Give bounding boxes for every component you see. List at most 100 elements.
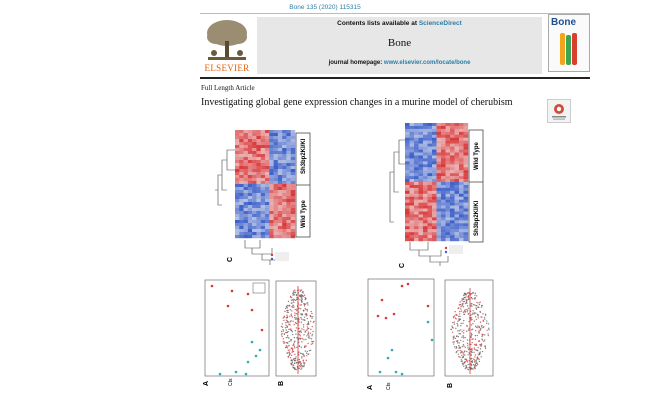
journal-citation[interactable]: Bone 135 (2020) 115315 bbox=[289, 4, 361, 11]
heatmap-cell bbox=[414, 176, 419, 180]
heatmap-cell bbox=[256, 226, 261, 230]
heatmap-cell bbox=[290, 211, 296, 215]
heatmap-cell bbox=[239, 175, 244, 179]
heatmap-cell bbox=[235, 163, 240, 167]
ma-point bbox=[463, 319, 465, 322]
ma-point bbox=[293, 343, 295, 345]
heatmap-cell bbox=[405, 211, 410, 215]
heatmap-cell bbox=[256, 196, 261, 200]
ma-point bbox=[304, 296, 306, 299]
heatmap-cell bbox=[256, 220, 261, 224]
heatmap-cell bbox=[260, 151, 266, 155]
heatmap-cell bbox=[441, 226, 446, 230]
heatmap-cell bbox=[441, 149, 446, 153]
sciencedirect-link[interactable]: ScienceDirect bbox=[418, 20, 462, 27]
heatmap-cell bbox=[441, 193, 446, 197]
heatmap-cell bbox=[432, 164, 437, 168]
ma-point bbox=[293, 345, 296, 348]
heatmap-cell bbox=[459, 140, 464, 144]
heatmap-cell bbox=[427, 187, 433, 192]
heatmap-cell bbox=[441, 223, 446, 227]
heatmap-cell bbox=[269, 181, 274, 185]
check-for-updates-button[interactable] bbox=[547, 99, 571, 123]
ma-point bbox=[457, 335, 459, 338]
ma-point bbox=[476, 362, 478, 364]
heatmap-cell bbox=[432, 220, 437, 224]
heatmap-cell bbox=[441, 137, 446, 141]
ma-point bbox=[300, 316, 302, 319]
heatmap-cell bbox=[273, 235, 279, 239]
heatmap-cell bbox=[418, 173, 424, 177]
heatmap-cell bbox=[441, 167, 446, 171]
ma-point bbox=[294, 316, 296, 319]
heatmap-cell bbox=[414, 214, 419, 218]
heatmap-cell bbox=[432, 187, 437, 192]
ma-point bbox=[285, 324, 287, 326]
ma-point bbox=[300, 331, 303, 334]
heatmap-cell bbox=[282, 226, 287, 230]
heatmap-cell bbox=[463, 158, 469, 162]
ma-point bbox=[462, 340, 464, 343]
homepage-link[interactable]: www.elsevier.com/locate/bone bbox=[383, 60, 471, 66]
heatmap-cell bbox=[427, 217, 433, 221]
heatmap-cell bbox=[450, 217, 455, 221]
heatmap-cell bbox=[235, 232, 240, 236]
ma-point bbox=[301, 328, 303, 330]
heatmap-cell bbox=[239, 169, 244, 173]
heatmap-cell bbox=[418, 143, 424, 147]
ma-point bbox=[286, 352, 289, 354]
heatmap-cell bbox=[260, 133, 266, 137]
ma-point bbox=[294, 291, 297, 294]
heatmap-cell bbox=[409, 170, 415, 174]
heatmap-cell bbox=[277, 172, 283, 176]
panel-letter-b-right: B bbox=[447, 383, 454, 388]
heatmap-cell bbox=[282, 160, 287, 164]
heatmap-cell bbox=[247, 205, 253, 209]
heatmap-cell bbox=[235, 133, 240, 137]
ma-point bbox=[487, 333, 489, 335]
scatter-point bbox=[258, 348, 262, 352]
journal-cover[interactable]: Bone bbox=[548, 14, 590, 72]
scatter-plot-left bbox=[204, 279, 270, 377]
heatmap-cell bbox=[463, 134, 469, 138]
heatmap-cell bbox=[445, 196, 451, 200]
heatmap-cell bbox=[463, 232, 469, 236]
ma-point bbox=[293, 358, 295, 361]
heatmap-cell bbox=[286, 187, 291, 191]
heatmap-cell bbox=[405, 164, 410, 168]
ma-point bbox=[286, 314, 288, 316]
heatmap-cell bbox=[463, 223, 469, 227]
ma-point bbox=[486, 329, 488, 331]
ma-point bbox=[295, 362, 298, 364]
heatmap-left-legend bbox=[270, 252, 289, 261]
heatmap-cell bbox=[450, 214, 455, 218]
heatmap-cell bbox=[252, 223, 257, 227]
ma-point bbox=[456, 314, 458, 316]
heatmap-cell bbox=[235, 139, 240, 143]
heatmap-cell bbox=[432, 232, 437, 236]
heatmap-cell bbox=[235, 148, 240, 152]
ma-point bbox=[303, 309, 305, 312]
heatmap-cell bbox=[252, 217, 257, 221]
heatmap-right-labels: Wild Type Sh3bp2KI/KI bbox=[468, 129, 484, 243]
heatmap-cell bbox=[427, 137, 433, 141]
heatmap-cell bbox=[243, 163, 249, 167]
heatmap-cell bbox=[432, 143, 437, 147]
heatmap-cell bbox=[265, 229, 270, 233]
heatmap-cell bbox=[414, 164, 419, 168]
heatmap-cell bbox=[256, 151, 261, 155]
ma-point bbox=[291, 302, 293, 304]
heatmap-cell bbox=[260, 160, 266, 164]
heatmap-cell bbox=[409, 223, 415, 227]
heatmap-cell bbox=[450, 176, 455, 180]
heatmap-cell bbox=[277, 217, 283, 221]
ma-point bbox=[306, 329, 308, 332]
ma-point bbox=[312, 315, 314, 318]
scatter-point bbox=[226, 304, 230, 308]
heatmap-cell bbox=[427, 211, 433, 215]
ma-point bbox=[481, 326, 483, 328]
heatmap-cell bbox=[256, 229, 261, 233]
ma-point bbox=[481, 338, 483, 340]
heatmap-cell bbox=[459, 229, 464, 233]
heatmap-cell bbox=[418, 199, 424, 203]
